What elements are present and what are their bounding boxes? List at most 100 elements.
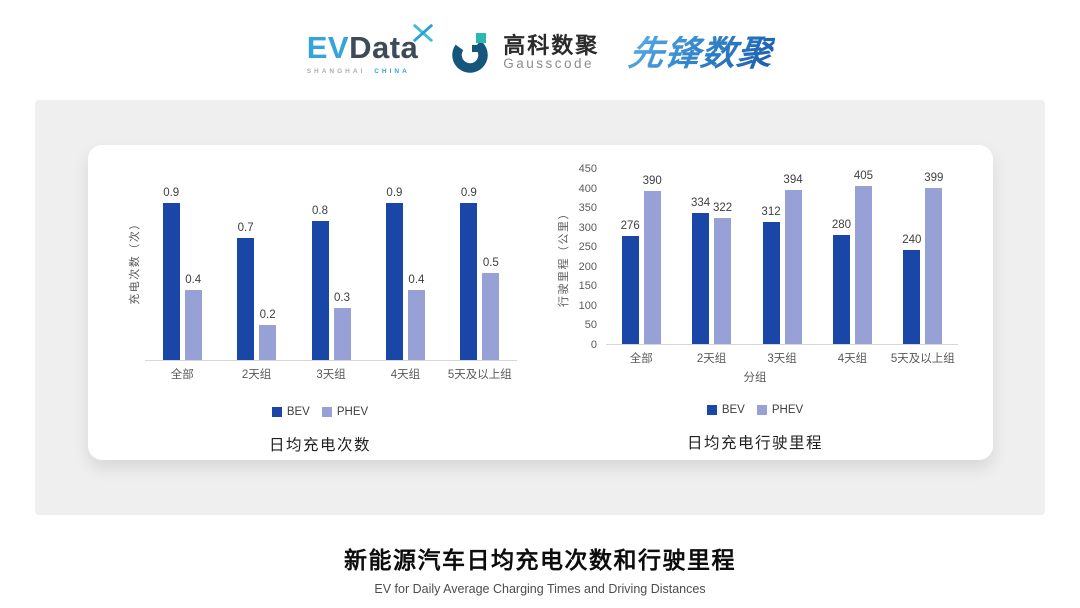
chart-card: 充电次数（次） 0.9 0.4 0.7 0.2 0.8 0.3 0.9 0.4 0.9 0.5 全… bbox=[88, 145, 993, 460]
chart-daily-charging-times: 充电次数（次） 0.9 0.4 0.7 0.2 0.8 0.3 0.9 0.4 0.9 0.5 全… bbox=[123, 145, 517, 460]
bar-value-label: 390 bbox=[642, 175, 662, 188]
legend-swatch bbox=[321, 407, 332, 417]
legend-swatch bbox=[271, 407, 282, 417]
legend-item-bev: BEV bbox=[706, 404, 745, 416]
bar-bev: 0.9 bbox=[460, 187, 478, 360]
bar-group: 0.9 0.4 bbox=[385, 187, 425, 360]
y-tick-label: 150 bbox=[578, 280, 597, 293]
gausscode-name-cn: 高科数聚 bbox=[503, 33, 600, 59]
bar-group-slot: 240 399 bbox=[888, 169, 958, 344]
category-label: 2天组 bbox=[241, 369, 272, 381]
bar-group: 240 399 bbox=[902, 172, 943, 344]
gausscode-text: 高科数聚 Gausscode bbox=[503, 34, 599, 71]
y-tick-label: 400 bbox=[578, 182, 597, 195]
y-axis-ticks: 0 50 100 150 200 250 300 350 400 450 bbox=[574, 163, 606, 351]
evdata-tagline: SHANGHAI CHINA bbox=[307, 68, 419, 75]
logo-bar: EVData SHANGHAI CHINA 高科数聚 Gausscode 先锋数… bbox=[0, 0, 1080, 100]
chart-title: 日均充电行驶里程 bbox=[686, 435, 823, 452]
y-tick-label: 50 bbox=[584, 319, 597, 332]
category-label: 3天组 bbox=[316, 369, 346, 381]
bar-group-slot: 0.7 0.2 bbox=[219, 161, 293, 360]
gausscode-logo: 高科数聚 Gausscode bbox=[448, 30, 599, 76]
legend-swatch bbox=[756, 405, 767, 415]
y-axis-label: 充电次数（次） bbox=[129, 217, 141, 305]
category-label: 3天组 bbox=[767, 353, 797, 365]
evdata-ev-text: EV bbox=[306, 29, 350, 65]
bar-bev: 0.8 bbox=[311, 205, 329, 360]
bar-value-label: 276 bbox=[620, 220, 640, 233]
legend: BEV PHEV bbox=[706, 404, 803, 416]
bar-group: 0.8 0.3 bbox=[311, 205, 351, 360]
bar-group: 0.9 0.5 bbox=[460, 187, 500, 360]
legend: BEV PHEV bbox=[271, 406, 368, 418]
bar-value-label: 322 bbox=[713, 202, 733, 215]
bar-group: 280 405 bbox=[832, 170, 873, 344]
bar-group-slot: 0.8 0.3 bbox=[294, 161, 368, 360]
bar-value-label: 405 bbox=[853, 169, 874, 182]
gausscode-g-icon bbox=[452, 33, 489, 73]
bar-group-slot: 0.9 0.4 bbox=[368, 161, 442, 360]
x-axis-label: 分组 bbox=[743, 372, 767, 384]
bar-group-slot: 312 394 bbox=[747, 169, 817, 344]
bar-value-label: 0.4 bbox=[408, 274, 425, 287]
bar-value-label: 0.3 bbox=[334, 291, 351, 304]
bar-bev: 280 bbox=[832, 219, 851, 344]
legend-label: BEV bbox=[286, 406, 310, 418]
y-tick-label: 0 bbox=[590, 339, 597, 351]
bar-group: 334 322 bbox=[691, 197, 732, 344]
category-label: 2天组 bbox=[696, 353, 727, 365]
bar-value-label: 0.7 bbox=[237, 222, 254, 235]
bar-group-slot: 334 322 bbox=[676, 169, 746, 344]
bar-value-label: 240 bbox=[902, 234, 922, 247]
evdata-data-text: Data bbox=[349, 29, 419, 65]
bar-group: 0.7 0.2 bbox=[237, 222, 277, 360]
bar-phev: 0.3 bbox=[333, 292, 351, 360]
bar-phev: 394 bbox=[783, 174, 803, 344]
evdata-tagline-china: CHINA bbox=[374, 67, 410, 75]
y-axis-label: 行驶里程（公里） bbox=[558, 207, 570, 307]
sparkle-x-icon bbox=[413, 23, 433, 42]
legend-item-phev: PHEV bbox=[756, 404, 803, 416]
plot-row: 行驶里程（公里） 0 50 100 150 200 250 300 350 400 450 276… bbox=[552, 163, 958, 351]
y-tick-label: 250 bbox=[578, 241, 597, 254]
bar-value-label: 0.5 bbox=[482, 257, 499, 270]
bar-phev: 390 bbox=[643, 175, 662, 344]
bar-bev: 240 bbox=[902, 234, 921, 344]
evdata-logo: EVData SHANGHAI CHINA bbox=[306, 23, 433, 75]
bar-bev: 312 bbox=[761, 206, 781, 344]
category-axis: 全部 2天组 3天组 4天组 5天及以上组 bbox=[123, 361, 517, 382]
bar-value-label: 280 bbox=[831, 218, 852, 231]
bar-group: 312 394 bbox=[761, 174, 803, 344]
legend-item-bev: BEV bbox=[271, 406, 310, 418]
plot-area: 0.9 0.4 0.7 0.2 0.8 0.3 0.9 0.4 0.9 0.5 bbox=[145, 161, 517, 361]
legend-swatch bbox=[706, 405, 717, 415]
category-label: 5天及以上组 bbox=[447, 369, 512, 381]
plot-row: 充电次数（次） 0.9 0.4 0.7 0.2 0.8 0.3 0.9 0.4 0.9 0.5 bbox=[123, 161, 517, 361]
gausscode-name-en: Gausscode bbox=[503, 56, 595, 72]
y-tick-label: 350 bbox=[578, 202, 597, 215]
caption-title: 新能源汽车日均充电次数和行驶里程 bbox=[344, 547, 736, 573]
legend-label: BEV bbox=[721, 404, 745, 416]
bar-phev: 322 bbox=[713, 202, 732, 344]
bar-phev: 0.4 bbox=[184, 274, 202, 360]
y-tick-label: 450 bbox=[578, 163, 597, 175]
bar-group: 0.9 0.4 bbox=[162, 187, 202, 360]
y-tick-label: 100 bbox=[578, 299, 597, 312]
category-label: 4天组 bbox=[837, 353, 868, 365]
bar-group-slot: 0.9 0.5 bbox=[443, 161, 517, 360]
bar-bev: 276 bbox=[621, 220, 640, 344]
bar-bev: 0.9 bbox=[162, 187, 180, 360]
bar-phev: 0.4 bbox=[407, 274, 425, 360]
bar-value-label: 0.9 bbox=[163, 187, 180, 200]
bar-value-label: 394 bbox=[783, 173, 803, 186]
y-axis-label-wrap: 行驶里程（公里） bbox=[552, 169, 574, 345]
y-tick-label: 300 bbox=[578, 221, 597, 234]
pioneer-shuju-logo: 先锋数聚 bbox=[626, 33, 777, 73]
plot-area: 276 390 334 322 312 394 280 405 240 399 bbox=[606, 169, 958, 345]
bar-value-label: 312 bbox=[761, 205, 781, 218]
bar-bev: 0.7 bbox=[237, 222, 255, 360]
bar-value-label: 399 bbox=[924, 171, 944, 184]
category-label: 5天及以上组 bbox=[890, 353, 955, 365]
bar-value-label: 0.2 bbox=[259, 309, 276, 322]
chart-daily-driving-distance: 行驶里程（公里） 0 50 100 150 200 250 300 350 400 450 276… bbox=[552, 145, 958, 460]
